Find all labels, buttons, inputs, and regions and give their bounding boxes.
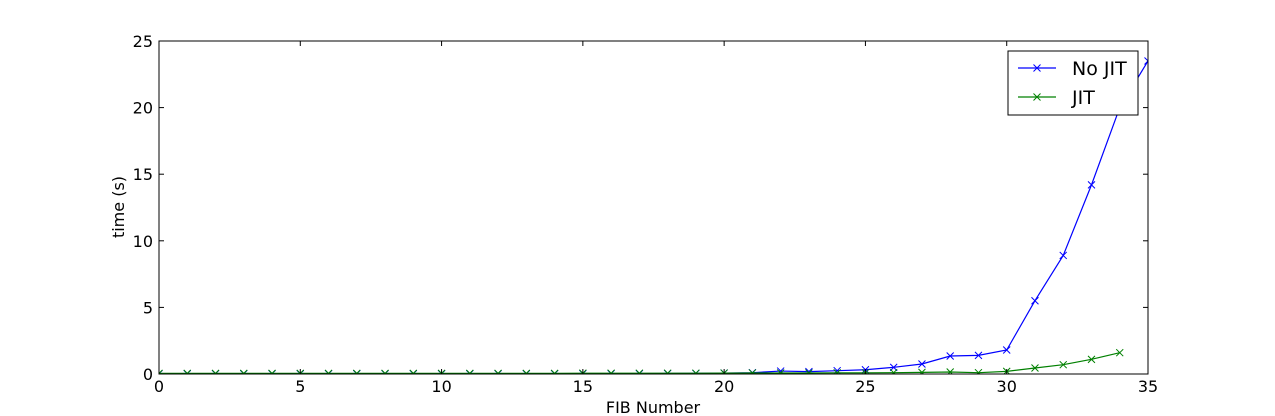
x-axis-label: FIB Number <box>606 398 701 416</box>
x-tick-label: 5 <box>295 377 305 396</box>
data-point <box>1059 251 1068 260</box>
y-tick-label: 15 <box>133 165 153 184</box>
data-point <box>550 369 559 374</box>
data-point <box>324 369 333 374</box>
data-point <box>918 368 926 374</box>
x-tick-label: 25 <box>855 377 875 396</box>
data-point <box>183 369 192 374</box>
data-point <box>635 369 644 374</box>
legend-label: No JIT <box>1072 58 1127 80</box>
data-point <box>889 368 898 374</box>
y-tick-label: 5 <box>143 298 153 317</box>
y-axis-label: time (s) <box>109 176 128 238</box>
data-point <box>974 368 983 374</box>
x-tick-label: 20 <box>714 377 734 396</box>
x-tick-label: 30 <box>997 377 1017 396</box>
data-point <box>494 369 502 374</box>
data-point <box>409 369 418 374</box>
data-point <box>663 369 672 374</box>
data-point <box>776 369 785 374</box>
data-point <box>352 369 361 374</box>
data-point <box>522 369 531 374</box>
data-point <box>239 369 248 374</box>
data-point <box>1059 360 1068 369</box>
legend-entry: JIT <box>1018 87 1095 109</box>
legend-frame <box>1007 50 1139 116</box>
data-point <box>833 368 842 374</box>
data-point <box>748 369 757 374</box>
data-point <box>1031 296 1039 305</box>
y-tick-label: 0 <box>143 365 153 384</box>
x-tick-label: 35 <box>1138 377 1158 396</box>
data-point <box>607 369 615 374</box>
x-tick-label: 15 <box>573 377 593 396</box>
plot-frame <box>158 40 1149 375</box>
data-point <box>159 369 163 374</box>
legend-marker <box>1033 64 1041 72</box>
data-point <box>946 352 955 360</box>
y-tick-label: 10 <box>133 232 153 251</box>
legend-entry: No JIT <box>1018 58 1127 80</box>
data-point <box>1115 348 1124 357</box>
y-tick-label: 20 <box>133 99 153 118</box>
data-point <box>268 369 276 374</box>
data-point <box>465 369 474 374</box>
data-point <box>1087 355 1096 364</box>
x-tick-label: 10 <box>431 377 451 396</box>
data-point <box>211 369 220 374</box>
data-point <box>1002 346 1011 354</box>
data-point <box>381 369 389 374</box>
data-point <box>946 368 955 374</box>
data-point <box>1087 181 1096 189</box>
data-point <box>692 369 700 374</box>
y-tick-label: 25 <box>133 32 153 51</box>
legend-label: JIT <box>1071 87 1095 109</box>
legend: No JIT JIT <box>1007 50 1139 116</box>
data-point <box>918 360 926 368</box>
data-point <box>974 351 983 360</box>
data-point <box>1144 57 1148 65</box>
legend-marker <box>1033 93 1041 101</box>
plot-area <box>159 41 1148 374</box>
data-point <box>1031 364 1039 372</box>
data-point <box>805 369 813 374</box>
x-tick-label: 0 <box>154 377 164 396</box>
